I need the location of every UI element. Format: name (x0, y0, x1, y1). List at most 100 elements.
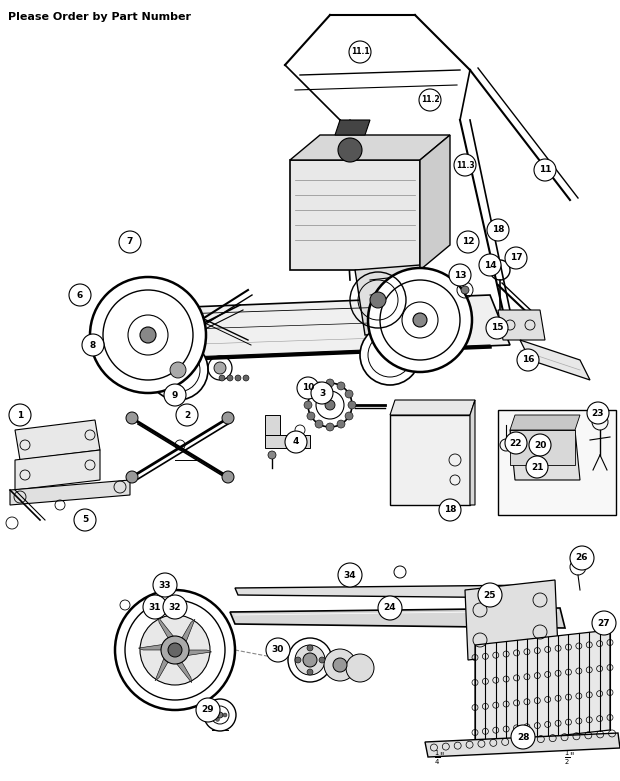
Circle shape (517, 349, 539, 371)
Text: 23: 23 (591, 408, 604, 418)
Circle shape (235, 375, 241, 381)
Text: replacementparts.com: replacementparts.com (206, 325, 334, 335)
Circle shape (592, 611, 616, 635)
Circle shape (204, 699, 236, 731)
Text: 25: 25 (484, 590, 496, 600)
Text: 4: 4 (293, 437, 299, 447)
Circle shape (74, 509, 96, 531)
Circle shape (90, 277, 206, 393)
Polygon shape (15, 420, 100, 460)
Polygon shape (470, 400, 475, 505)
Polygon shape (175, 650, 211, 655)
Circle shape (126, 471, 138, 483)
Text: 11.1: 11.1 (351, 48, 370, 56)
Polygon shape (390, 400, 475, 415)
Circle shape (219, 375, 225, 381)
Circle shape (337, 420, 345, 428)
Text: Please Order by Part Number: Please Order by Part Number (8, 12, 191, 22)
Circle shape (479, 254, 501, 276)
Circle shape (570, 546, 594, 570)
Text: 18: 18 (444, 505, 456, 515)
Circle shape (140, 615, 210, 685)
Text: 11.3: 11.3 (456, 161, 474, 169)
Text: $\frac{1}{4}$": $\frac{1}{4}$" (435, 749, 446, 767)
Circle shape (345, 412, 353, 420)
Polygon shape (475, 630, 610, 745)
Text: 22: 22 (510, 438, 522, 448)
Circle shape (478, 583, 502, 607)
Text: 13: 13 (454, 270, 466, 280)
Polygon shape (520, 340, 590, 380)
Circle shape (153, 573, 177, 597)
Circle shape (9, 404, 31, 426)
Polygon shape (155, 650, 175, 681)
Circle shape (148, 340, 208, 400)
Circle shape (348, 401, 356, 409)
Circle shape (325, 400, 335, 410)
Circle shape (163, 595, 187, 619)
Text: 21: 21 (531, 462, 543, 472)
Polygon shape (158, 617, 175, 650)
Text: 9: 9 (172, 390, 178, 400)
Polygon shape (175, 619, 195, 650)
Circle shape (486, 317, 508, 339)
Text: 2: 2 (184, 411, 190, 419)
Circle shape (338, 138, 362, 162)
Polygon shape (265, 415, 280, 435)
Circle shape (82, 334, 104, 356)
Circle shape (534, 159, 556, 181)
Circle shape (439, 499, 461, 521)
Circle shape (319, 657, 325, 663)
Circle shape (161, 636, 189, 664)
Text: 30: 30 (272, 646, 284, 654)
Circle shape (449, 264, 471, 286)
Circle shape (307, 390, 315, 398)
Circle shape (243, 375, 249, 381)
Polygon shape (465, 580, 558, 660)
Circle shape (333, 658, 347, 672)
Text: 28: 28 (516, 733, 529, 741)
Circle shape (326, 423, 334, 431)
Text: 17: 17 (510, 254, 522, 262)
Circle shape (529, 434, 551, 456)
Circle shape (413, 313, 427, 327)
Circle shape (505, 432, 527, 454)
Polygon shape (420, 135, 450, 270)
Circle shape (315, 420, 323, 428)
Circle shape (360, 325, 420, 385)
Circle shape (307, 645, 313, 651)
Circle shape (217, 712, 223, 718)
Polygon shape (290, 160, 420, 270)
Text: 32: 32 (169, 602, 181, 612)
Text: 18: 18 (492, 226, 504, 234)
Text: 11.2: 11.2 (421, 95, 440, 105)
Circle shape (214, 362, 226, 374)
Text: 26: 26 (576, 554, 588, 562)
Polygon shape (355, 265, 430, 335)
Circle shape (222, 471, 234, 483)
Text: 33: 33 (159, 580, 171, 590)
Text: 20: 20 (534, 440, 546, 450)
Circle shape (266, 638, 290, 662)
Polygon shape (15, 450, 100, 490)
Circle shape (119, 231, 141, 253)
Circle shape (216, 717, 219, 722)
Circle shape (216, 708, 219, 713)
Circle shape (222, 412, 234, 424)
Circle shape (140, 327, 156, 343)
Text: 8: 8 (90, 341, 96, 350)
Text: 24: 24 (384, 604, 396, 612)
Circle shape (368, 268, 472, 372)
Circle shape (345, 390, 353, 398)
Polygon shape (115, 295, 510, 360)
Text: 31: 31 (149, 602, 161, 612)
Polygon shape (230, 608, 565, 628)
Circle shape (295, 657, 301, 663)
Polygon shape (498, 310, 545, 340)
Circle shape (311, 382, 333, 404)
Circle shape (349, 41, 371, 63)
Bar (498, 410, 616, 515)
Circle shape (170, 362, 186, 378)
Polygon shape (510, 430, 575, 465)
Polygon shape (265, 435, 310, 448)
